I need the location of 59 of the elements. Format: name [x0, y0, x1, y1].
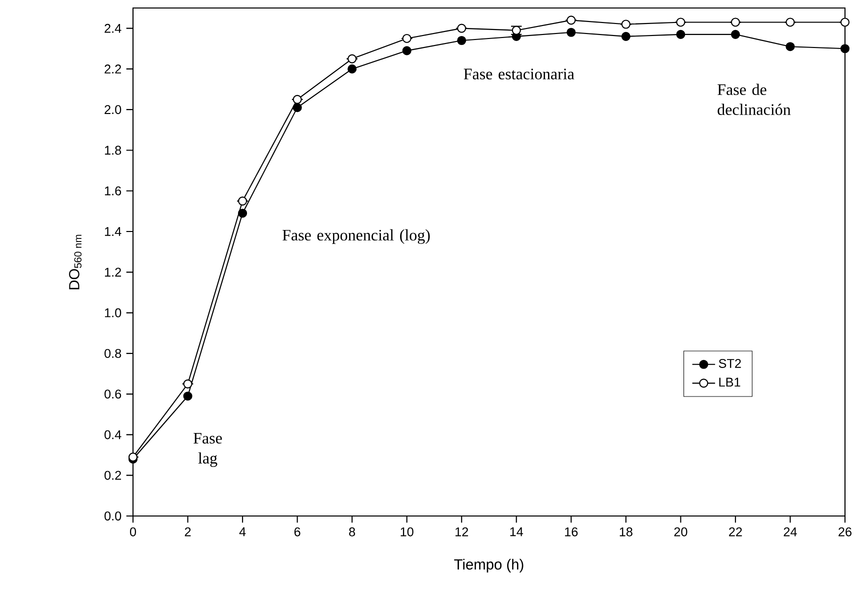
y-tick-label: 0.2	[104, 470, 122, 480]
point	[676, 30, 686, 39]
point	[457, 24, 466, 33]
y-tick-label: 0.8	[104, 348, 122, 358]
y-tick-label: 1.2	[104, 268, 122, 277]
y-tick-label: 0.6	[104, 390, 122, 399]
point	[786, 18, 795, 27]
legend-label: LB1	[719, 378, 740, 387]
x-tick-label: 0	[130, 527, 136, 536]
annotation: Fase lag	[194, 432, 222, 467]
point	[238, 208, 248, 218]
point	[348, 54, 357, 64]
point	[621, 20, 630, 29]
point	[621, 32, 630, 41]
y-tick-label: 2.2	[104, 64, 122, 74]
point	[786, 42, 795, 52]
x-tick-label: 20	[674, 527, 688, 536]
point	[183, 379, 192, 388]
point	[183, 392, 192, 401]
x-tick-label: 22	[729, 527, 742, 536]
y-tick-label: 0.0	[104, 512, 122, 520]
x-tick-label: 8	[349, 527, 356, 536]
annotation: Fase exponencial (log)	[282, 229, 430, 244]
y-tick-label: 2.4	[104, 24, 122, 33]
x-tick-label: 12	[456, 527, 468, 536]
y-tick-label: 0.4	[104, 430, 122, 440]
point	[402, 34, 412, 44]
y-tick-label: 2.0	[104, 105, 122, 114]
point	[730, 30, 740, 39]
x-tick-label: 14	[510, 527, 524, 536]
x-tick-label: 24	[784, 527, 797, 536]
point	[566, 28, 576, 37]
point	[292, 103, 302, 112]
point	[238, 196, 248, 206]
point	[566, 16, 576, 25]
point	[348, 64, 357, 74]
annotation: Fase estacionaria	[464, 68, 574, 80]
point	[840, 44, 850, 54]
x-tick-label: 4	[239, 527, 246, 536]
y-tick-label: 1.8	[104, 146, 122, 155]
x-tick-label: 2	[184, 527, 191, 536]
x-tick-label: 10	[400, 527, 414, 536]
y-tick-label: 1.4	[104, 227, 122, 236]
x-tick-label: 26	[838, 527, 852, 536]
point	[730, 18, 740, 27]
y-axis-title: DO$_{560 nm}$	[69, 234, 82, 290]
y-tick-label: 1.0	[104, 308, 122, 318]
y-tick-label: 1.6	[104, 186, 122, 196]
point	[402, 46, 412, 56]
x-tick-label: 6	[294, 527, 300, 536]
x-tick-label: 16	[565, 527, 578, 536]
point	[292, 94, 302, 104]
annotation: Fase de declinación	[718, 84, 791, 116]
x-tick-label: 18	[620, 527, 632, 536]
x-axis-title: Tiempo (h)	[454, 558, 524, 572]
legend-label: ST2	[718, 358, 741, 368]
point	[676, 18, 686, 27]
point	[840, 18, 850, 27]
point	[457, 36, 466, 46]
